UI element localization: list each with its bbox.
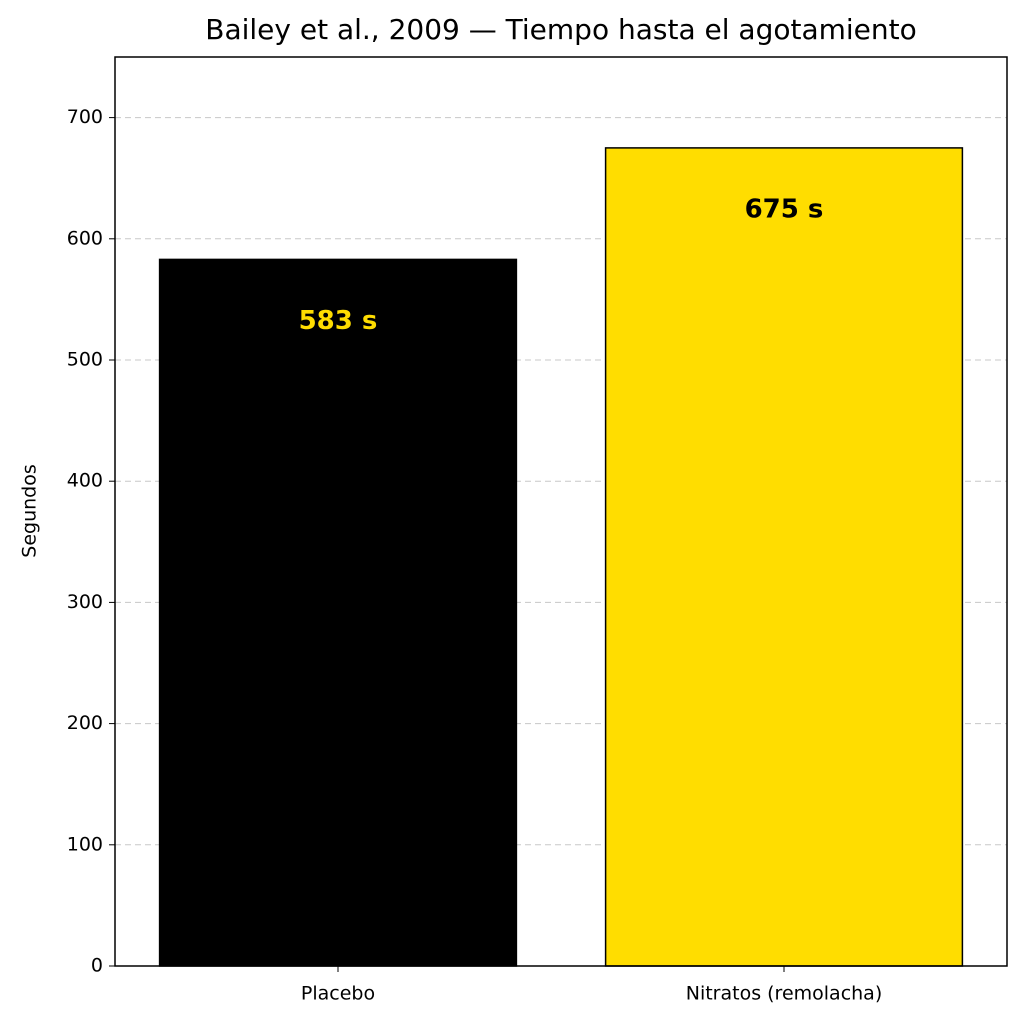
y-tick-label: 100 [67, 833, 103, 855]
plot-frame [114, 56, 1008, 967]
value-label: 675 s [745, 194, 824, 224]
chart-title: Bailey et al., 2009 — Tiempo hasta el ag… [205, 13, 917, 46]
y-tick-label: 500 [67, 349, 103, 371]
bar [158, 258, 518, 967]
bar [604, 147, 964, 967]
y-tick-label: 0 [91, 955, 103, 977]
y-axis-label: Segundos [19, 464, 41, 557]
x-tick-label: Nitratos (remolacha) [686, 983, 883, 1005]
value-label: 583 s [299, 306, 378, 336]
x-tick-label: Placebo [301, 983, 375, 1005]
y-tick-label: 600 [67, 227, 103, 249]
y-tick-label: 400 [67, 470, 103, 492]
y-tick-label: 700 [67, 106, 103, 128]
y-tick-label: 200 [67, 712, 103, 734]
y-tick-label: 300 [67, 591, 103, 613]
